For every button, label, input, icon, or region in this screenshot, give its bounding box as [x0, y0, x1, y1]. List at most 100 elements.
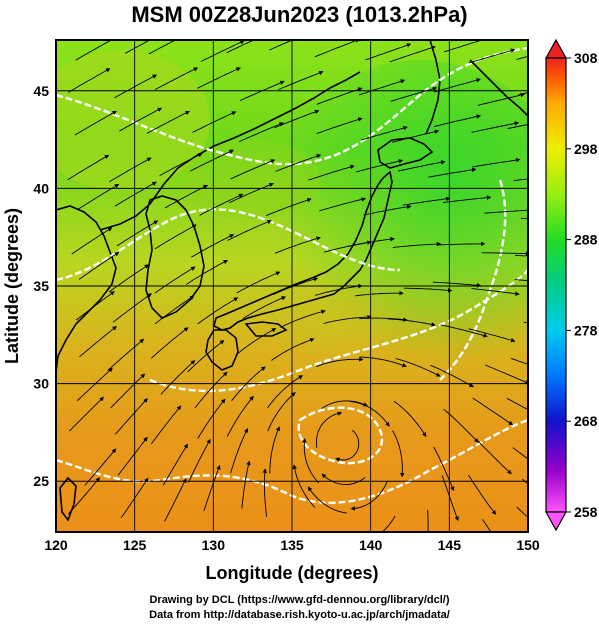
- streamline: [148, 40, 177, 55]
- streamline: [387, 318, 436, 327]
- streamline: [365, 43, 412, 61]
- streamline: [229, 182, 274, 204]
- streamline: [164, 184, 208, 209]
- y-tick-label: 40: [33, 180, 49, 196]
- streamline: [197, 297, 239, 325]
- streamline: [262, 468, 268, 517]
- streamline: [200, 40, 245, 62]
- streamline: [308, 164, 355, 181]
- streamline: [359, 317, 408, 322]
- streamline: [185, 259, 229, 285]
- streamline: [432, 281, 482, 288]
- streamline: [154, 266, 196, 294]
- y-axis-label: Latitude (degrees): [2, 208, 22, 364]
- colorbar-tick-label: 258: [574, 504, 598, 520]
- streamline: [109, 157, 152, 183]
- kuril-chain: [469, 59, 528, 117]
- streamline: [275, 153, 322, 172]
- streamline: [315, 283, 363, 296]
- streamline: [516, 506, 528, 519]
- streamline: [194, 371, 228, 408]
- streamline: [196, 67, 241, 89]
- coastlines: [56, 40, 528, 522]
- streamline: [68, 477, 101, 515]
- streamline: [69, 396, 104, 432]
- streamline: [389, 45, 436, 63]
- x-tick-label: 150: [516, 537, 540, 553]
- streamline: [226, 40, 255, 54]
- streamline: [154, 67, 199, 90]
- streamline: [274, 236, 321, 254]
- streamline: [390, 86, 438, 102]
- streamline: [507, 124, 528, 129]
- streamline: [359, 356, 407, 368]
- streamline: [236, 271, 281, 294]
- map-title: MSM 00Z28Jun2023 (1013.2hPa): [131, 2, 468, 27]
- streamline: [242, 296, 287, 319]
- streamline: [512, 447, 528, 460]
- streamline: [440, 324, 488, 338]
- streamline: [269, 426, 280, 474]
- streamline: [77, 184, 120, 210]
- streamline: [428, 167, 477, 178]
- streamline: [481, 251, 528, 256]
- streamline: [335, 430, 360, 462]
- hokkaido-outline: [377, 137, 434, 169]
- streamline: [115, 398, 148, 435]
- y-tick-label: 30: [33, 376, 49, 392]
- streamline: [315, 357, 364, 368]
- streamline: [395, 358, 441, 377]
- streamline: [403, 287, 453, 293]
- streamline: [239, 122, 284, 143]
- streamline: [477, 92, 526, 106]
- streamline: [112, 293, 152, 323]
- streamline: [485, 364, 528, 385]
- streamline: [323, 314, 372, 324]
- sakhalin-outline: [425, 40, 441, 135]
- x-tick-labels: 120 125 130 135 140 145 150: [44, 537, 540, 553]
- streamline: [350, 481, 388, 511]
- streamline: [273, 109, 320, 129]
- colorbar-tick-label: 268: [574, 413, 598, 429]
- streamline: [292, 464, 316, 508]
- shikoku-outline: [244, 321, 288, 337]
- streamline: [510, 357, 528, 365]
- streamline: [484, 209, 528, 214]
- streamline: [381, 515, 396, 532]
- streamline: [518, 92, 528, 96]
- streamline: [68, 68, 111, 93]
- streamline: [393, 400, 427, 438]
- x-tick-label: 125: [123, 537, 147, 553]
- credits: Drawing by DCL (https://www.gfd-dennou.o…: [0, 593, 599, 623]
- colorbar-scale: [545, 57, 567, 513]
- credit-data: Data from http://database.rish.kyoto-u.a…: [149, 609, 450, 621]
- colorbar-top-arrow: [544, 38, 568, 59]
- streamline: [154, 224, 197, 250]
- streamline: [514, 279, 528, 282]
- colorbar-tick-label: 288: [574, 232, 598, 248]
- china-coast: [56, 205, 117, 373]
- streamline: [78, 251, 120, 280]
- y-tick-label: 45: [33, 83, 49, 99]
- streamline: [84, 448, 117, 486]
- streamline: [159, 153, 203, 176]
- streamline: [430, 364, 474, 388]
- streamline: [190, 149, 235, 172]
- streamline: [241, 460, 251, 509]
- colorbar-tick-label: 308: [574, 50, 598, 66]
- taiwan-outline: [59, 476, 77, 522]
- streamline: [468, 328, 516, 343]
- streamline: [271, 337, 315, 361]
- streamline: [71, 227, 113, 255]
- streamline: [230, 159, 276, 180]
- streamline: [307, 486, 347, 514]
- streamline: [433, 446, 455, 492]
- colorbar-tick-label: 298: [574, 141, 598, 157]
- streamline: [188, 438, 211, 483]
- x-tick-label: 145: [438, 537, 462, 553]
- streamline: [278, 70, 324, 91]
- streamline: [227, 219, 272, 241]
- colorbar-bottom-arrow: [544, 511, 568, 532]
- streamline: [230, 427, 249, 474]
- streamline: [433, 78, 481, 93]
